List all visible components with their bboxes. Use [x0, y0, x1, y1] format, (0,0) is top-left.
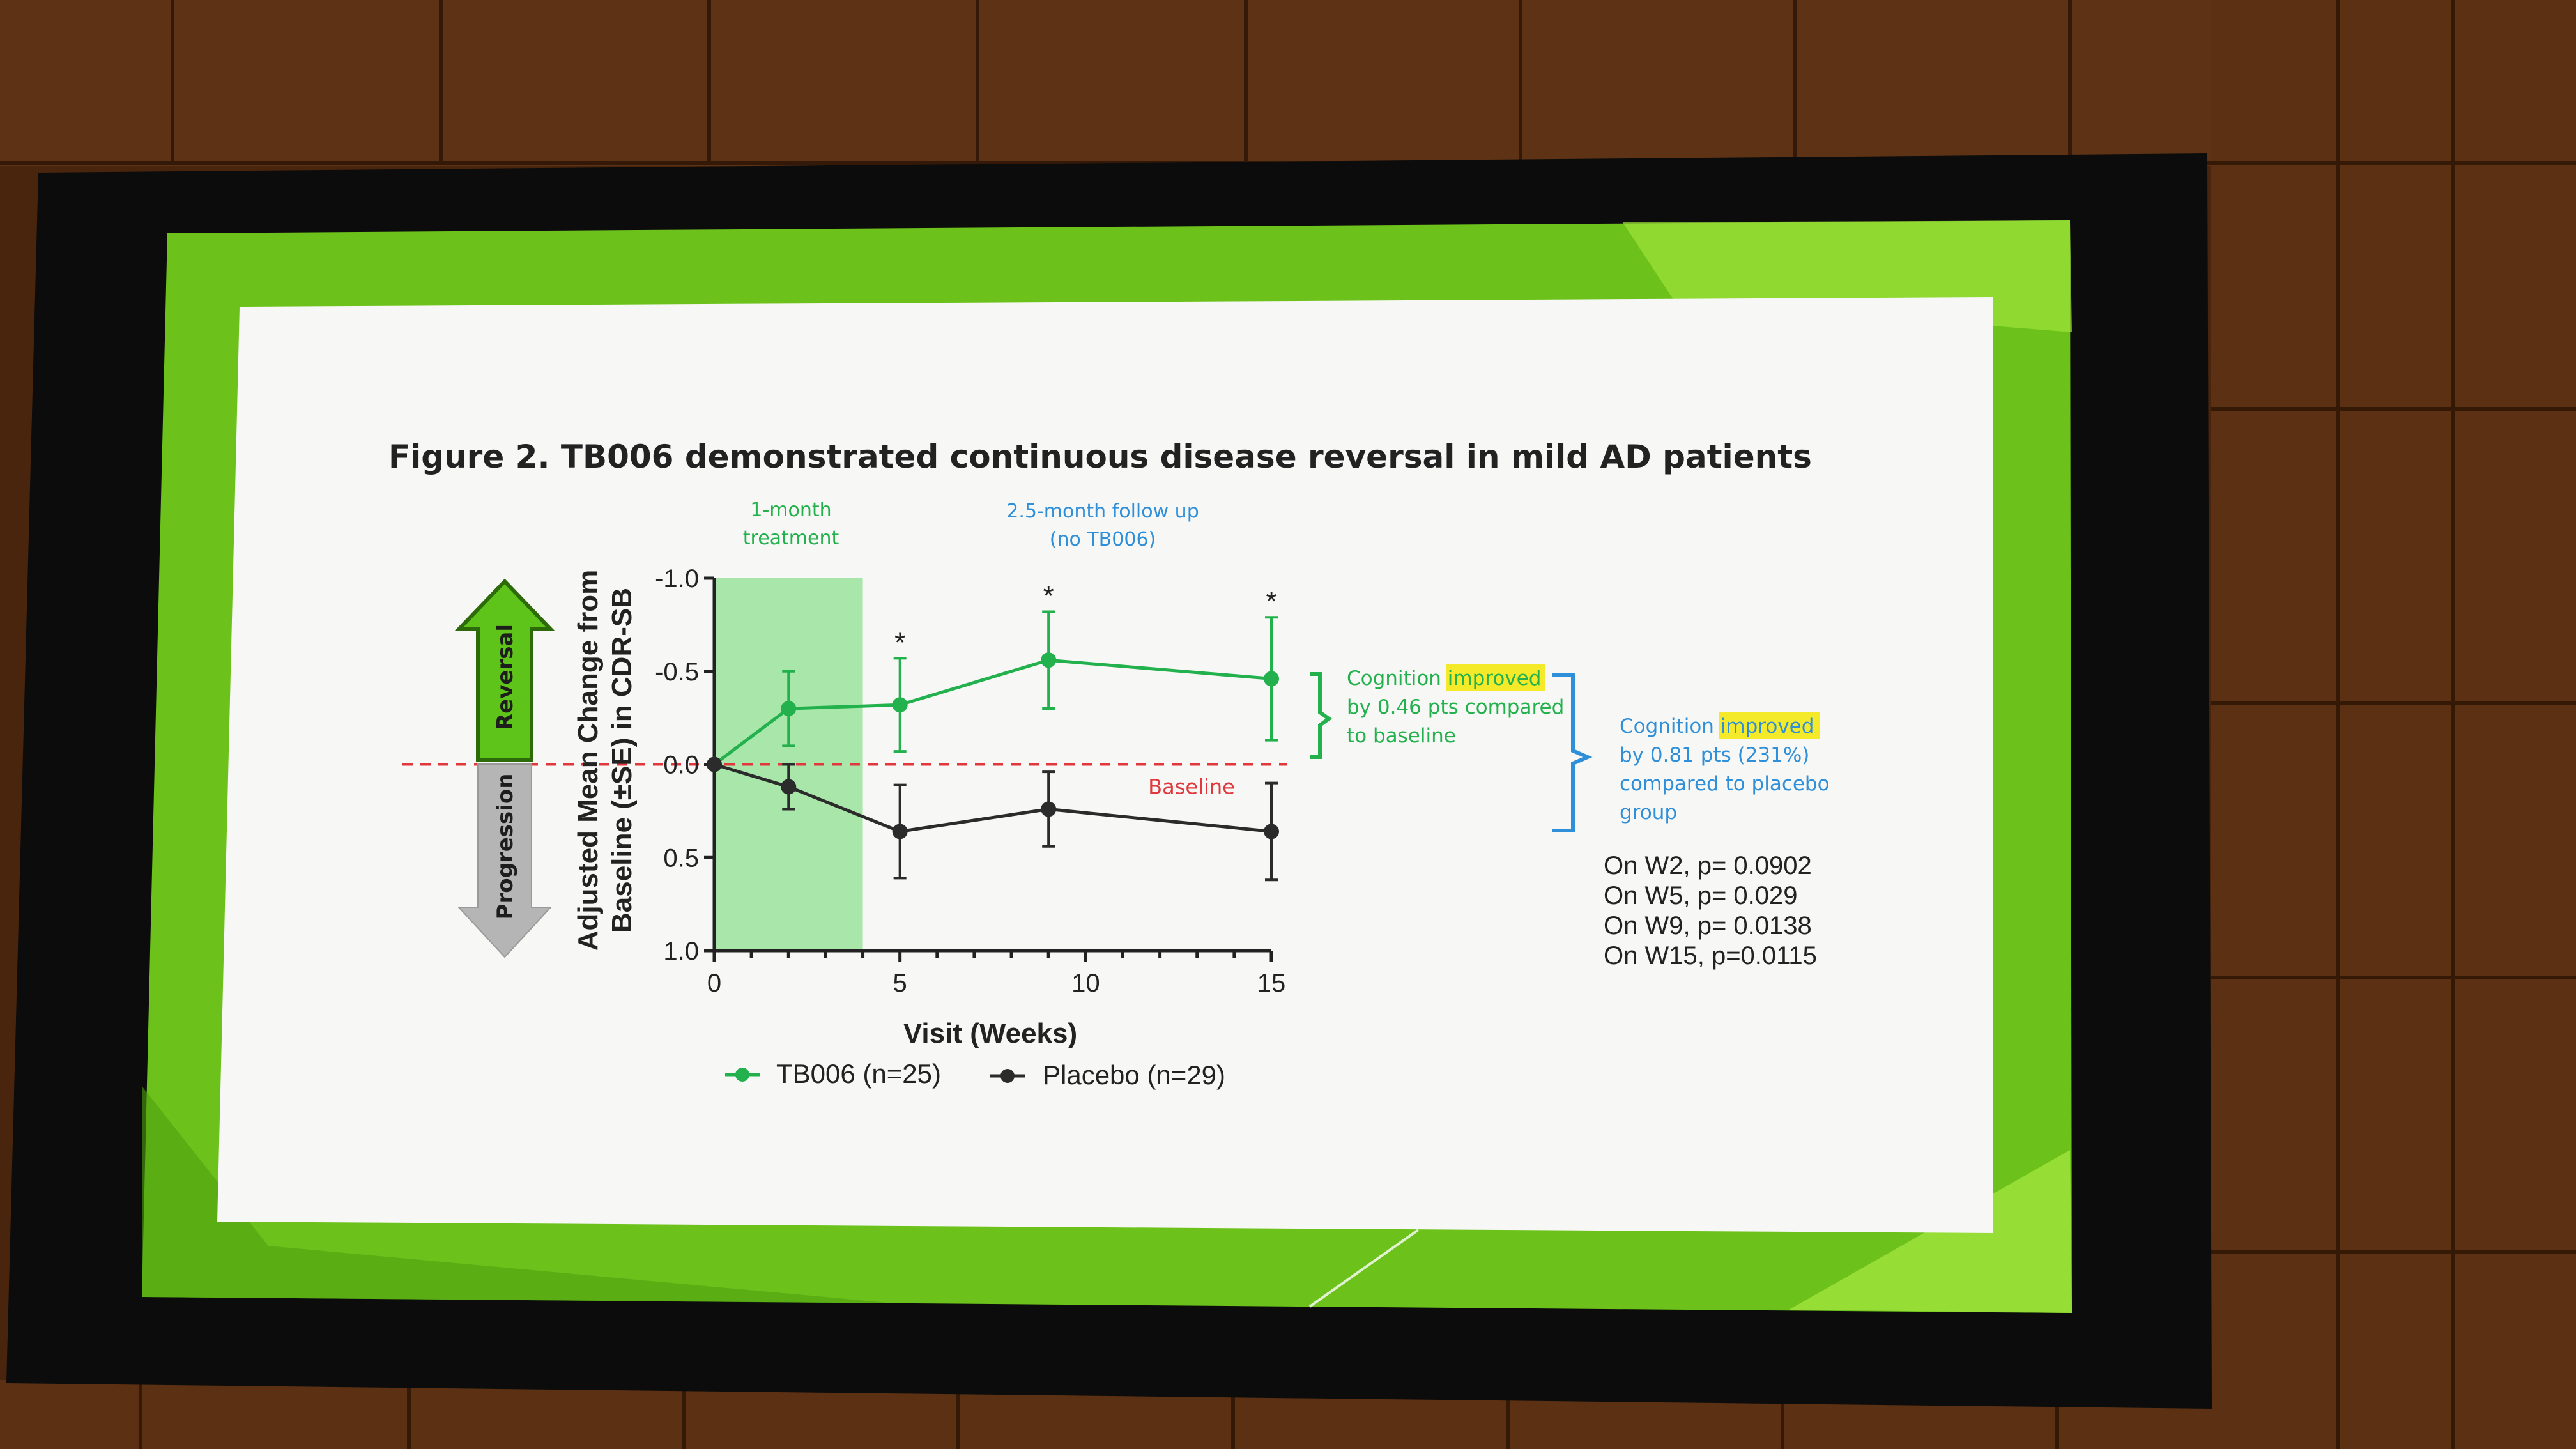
y-axis-title-line1: Adjusted Mean Change from: [572, 570, 604, 951]
slide-title: Figure 2. TB006 demonstrated continuous …: [388, 438, 1812, 475]
reversal-arrow: [454, 578, 556, 762]
significance-asterisk: *: [1266, 586, 1276, 617]
data-point-tb006: [1264, 671, 1279, 687]
pvalue-w5: On W5, p= 0.029: [1604, 882, 1798, 910]
annotation-placebo-line3: compared to placebo: [1620, 772, 1830, 795]
annotation-baseline-line3: to baseline: [1347, 724, 1456, 747]
annotation-placebo-line2: by 0.81 pts (231%): [1620, 744, 1809, 767]
baseline-label: Baseline: [1148, 775, 1235, 799]
legend-placebo-marker: [1000, 1069, 1015, 1083]
legend-tb006-marker: [735, 1068, 749, 1082]
pvalue-w2: On W2, p= 0.0902: [1604, 852, 1812, 880]
y-tick-label: -1.0: [655, 565, 699, 593]
highlight-improved-blue: [1719, 712, 1820, 739]
data-point-placebo: [781, 779, 797, 795]
annotation-placebo-highlight: improved: [1721, 715, 1814, 738]
chart-legend: TB006 (n=25) Placebo (n=29): [725, 1059, 1225, 1090]
annotation-baseline-highlight: improved: [1448, 667, 1542, 690]
phase-label-followup-line1: 2.5-month follow up: [1006, 500, 1199, 523]
highlight-improved-green: [1446, 664, 1545, 691]
annotation-placebo-line4: group: [1620, 801, 1677, 824]
x-tick-label: 15: [1257, 969, 1286, 997]
y-tick-label: -0.5: [655, 658, 699, 686]
annotation-baseline-line1: Cognition improved: [1347, 667, 1541, 690]
phase-label-followup-line2: (no TB006): [1050, 528, 1156, 551]
phase-label-treatment-line2: treatment: [743, 527, 839, 549]
significance-asterisk: *: [1043, 580, 1054, 611]
baseline-comparison-bracket: [1310, 672, 1333, 759]
legend-tb006-label: TB006 (n=25): [776, 1059, 941, 1089]
x-tick-label: 0: [707, 969, 721, 997]
reversal-label: Reversal: [493, 624, 518, 730]
pvalue-w9: On W9, p= 0.0138: [1604, 912, 1812, 940]
x-tick-label: 5: [893, 969, 907, 997]
progression-label: Progression: [493, 774, 518, 920]
phase-label-treatment-line1: 1-month: [750, 499, 831, 521]
data-point-tb006: [1041, 652, 1057, 668]
data-point-placebo: [1041, 801, 1057, 817]
significance-asterisk: *: [894, 627, 905, 658]
y-axis-title-line2: Baseline (±SE) in CDR-SB: [606, 588, 638, 933]
data-point-placebo: [707, 756, 722, 772]
y-tick-label: 1.0: [663, 937, 699, 965]
y-tick-label: 0.5: [663, 844, 699, 872]
annotation-baseline-line2: by 0.46 pts compared: [1347, 696, 1564, 719]
pvalue-w15: On W15, p=0.0115: [1604, 942, 1817, 970]
legend-placebo-label: Placebo (n=29): [1043, 1060, 1225, 1090]
annotation-placebo-line1: Cognition improved: [1620, 715, 1814, 738]
x-axis-title: Visit (Weeks): [903, 1018, 1077, 1049]
x-tick-label: 10: [1071, 969, 1100, 997]
data-point-placebo: [1264, 824, 1279, 839]
placebo-comparison-bracket: [1552, 673, 1593, 832]
data-point-placebo: [892, 824, 908, 839]
y-tick-label: 0.0: [663, 751, 699, 779]
data-point-tb006: [781, 701, 797, 717]
progression-arrow: [457, 763, 553, 958]
data-point-tb006: [892, 697, 908, 713]
